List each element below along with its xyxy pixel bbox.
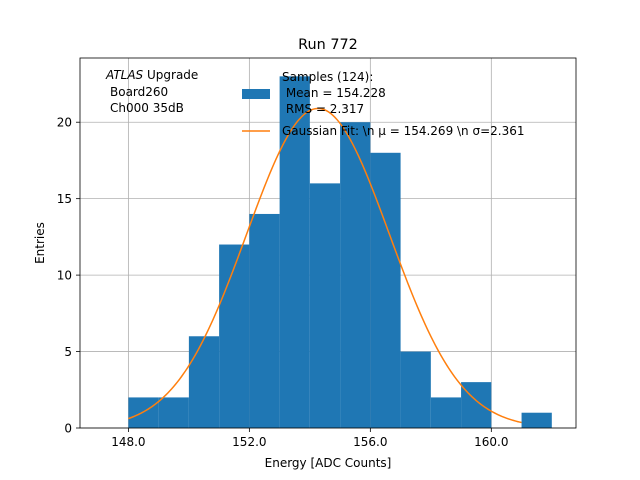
histogram-bar <box>400 351 431 428</box>
gaussian-fit-curve <box>128 107 522 424</box>
y-axis-label: Entries <box>33 222 47 264</box>
y-tick-label: 5 <box>64 345 72 359</box>
x-tick-label: 152.0 <box>232 435 266 449</box>
histogram-bar <box>219 244 250 428</box>
annotation-experiment: ATLAS <box>105 68 144 82</box>
annotation-board: Board260 <box>110 85 168 99</box>
legend-samples-line-2: Mean = 154.228 <box>282 86 386 100</box>
legend: Samples (124): Mean = 154.228 RMS = 2.31… <box>242 70 525 138</box>
histogram-bar <box>279 76 310 428</box>
legend-fit-label: Gaussian Fit: \n μ = 154.269 \n σ=2.361 <box>282 124 525 138</box>
axes-frame <box>79 57 577 429</box>
y-axis-ticks: 0 5 10 15 20 <box>57 116 80 436</box>
x-tick-label: 156.0 <box>353 435 387 449</box>
x-tick-label: 148.0 <box>111 435 145 449</box>
histogram-bar <box>461 382 492 428</box>
histogram-bar <box>158 397 189 428</box>
atlas-annotation: ATLAS Upgrade Board260 Ch000 35dB <box>105 68 198 115</box>
y-tick-label: 20 <box>57 116 72 130</box>
y-tick-label: 0 <box>64 422 72 436</box>
legend-samples-patch <box>242 89 270 99</box>
histogram-bar <box>188 336 220 428</box>
histogram-bar <box>340 122 371 428</box>
chart-title: Run 772 <box>298 37 358 53</box>
legend-samples-line-3: RMS = 2.317 <box>282 102 364 116</box>
y-tick-label: 10 <box>57 269 72 283</box>
histogram-bar <box>309 183 341 428</box>
legend-samples-line-1: Samples (124): <box>282 70 373 84</box>
histogram-bar <box>430 397 462 428</box>
annotation-experiment-suffix: Upgrade <box>143 68 198 82</box>
histogram-bar <box>521 412 552 428</box>
histogram-bar <box>128 397 159 428</box>
histogram-bars <box>128 76 552 428</box>
histogram-bar <box>249 213 280 428</box>
annotation-line-1: ATLAS Upgrade <box>105 68 198 82</box>
annotation-channel: Ch000 35dB <box>110 101 184 115</box>
x-axis-ticks: 148.0 152.0 156.0 160.0 <box>111 428 508 449</box>
y-tick-label: 15 <box>57 192 72 206</box>
x-axis-label: Energy [ADC Counts] <box>265 456 392 470</box>
x-tick-label: 160.0 <box>474 435 508 449</box>
